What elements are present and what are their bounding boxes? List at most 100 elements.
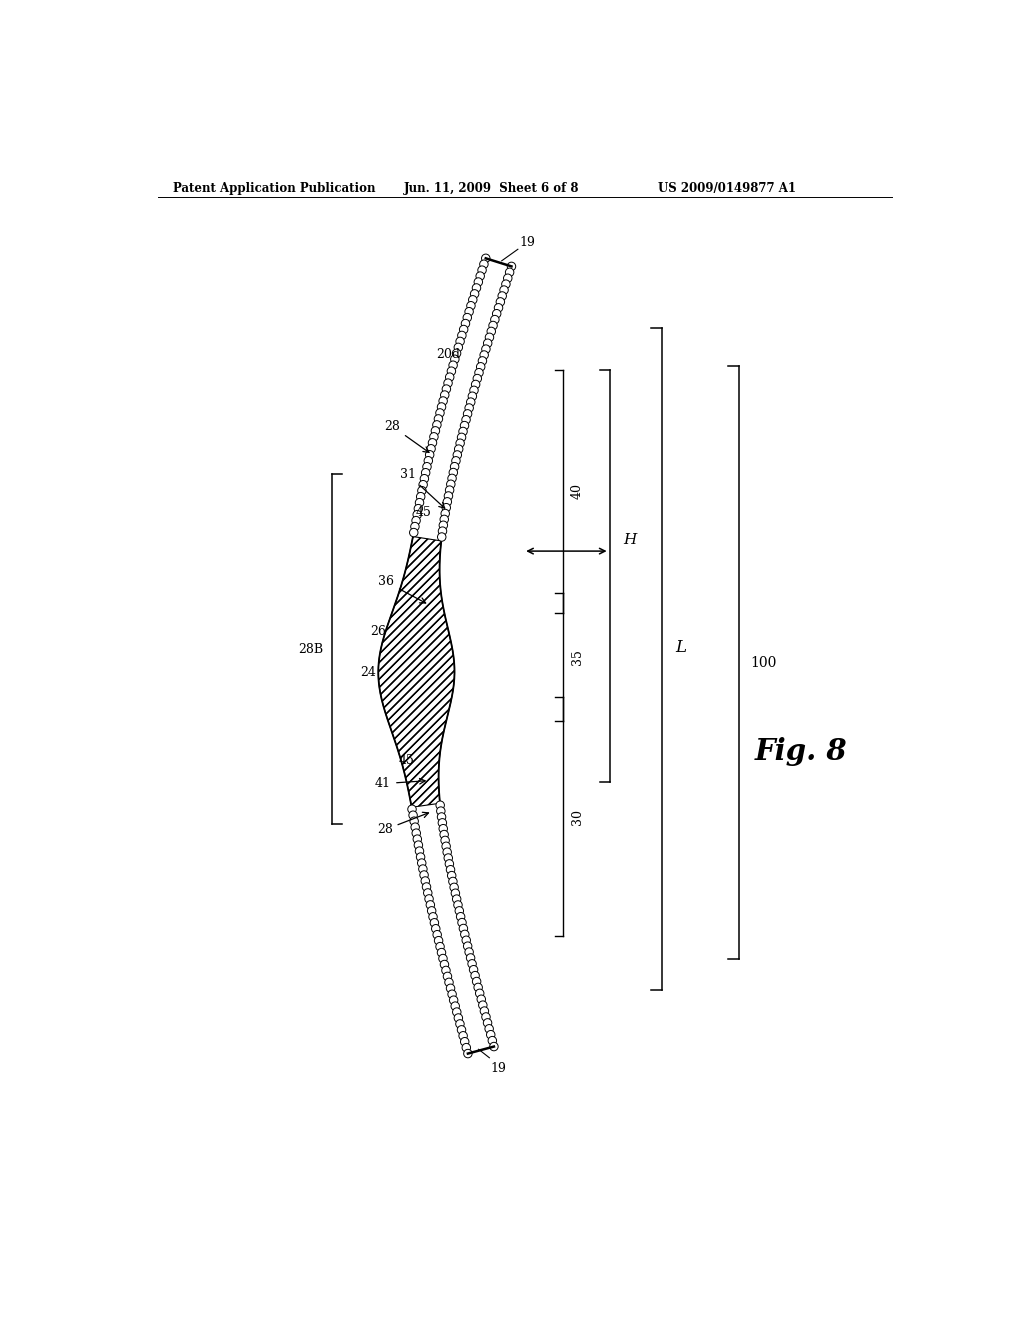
Circle shape bbox=[446, 480, 455, 488]
Circle shape bbox=[436, 409, 444, 417]
Circle shape bbox=[438, 527, 446, 536]
Circle shape bbox=[479, 260, 488, 268]
Circle shape bbox=[462, 936, 470, 945]
Text: Fig. 8: Fig. 8 bbox=[755, 737, 847, 766]
Circle shape bbox=[411, 523, 419, 531]
Circle shape bbox=[502, 280, 510, 288]
Circle shape bbox=[493, 309, 501, 318]
Text: 28B: 28B bbox=[298, 643, 323, 656]
Circle shape bbox=[422, 883, 431, 891]
Circle shape bbox=[451, 355, 459, 363]
Circle shape bbox=[506, 268, 514, 277]
Polygon shape bbox=[378, 259, 511, 1053]
Circle shape bbox=[487, 327, 496, 335]
Circle shape bbox=[410, 528, 418, 537]
Circle shape bbox=[423, 462, 431, 471]
Circle shape bbox=[461, 1038, 469, 1045]
Circle shape bbox=[478, 265, 486, 275]
Circle shape bbox=[507, 263, 516, 271]
Circle shape bbox=[455, 445, 463, 453]
Circle shape bbox=[475, 368, 483, 378]
Circle shape bbox=[440, 830, 449, 838]
Circle shape bbox=[452, 457, 460, 465]
Text: 28: 28 bbox=[384, 420, 429, 453]
Circle shape bbox=[447, 474, 457, 483]
Circle shape bbox=[441, 836, 450, 845]
Circle shape bbox=[440, 515, 449, 524]
Circle shape bbox=[437, 813, 445, 821]
Circle shape bbox=[458, 331, 466, 339]
Circle shape bbox=[459, 1031, 467, 1040]
Circle shape bbox=[434, 936, 442, 945]
Circle shape bbox=[416, 499, 424, 507]
Circle shape bbox=[453, 895, 461, 903]
Text: 36: 36 bbox=[378, 576, 426, 603]
Circle shape bbox=[414, 841, 423, 849]
Circle shape bbox=[443, 379, 453, 387]
Circle shape bbox=[476, 272, 484, 280]
Circle shape bbox=[420, 474, 429, 483]
Circle shape bbox=[453, 348, 461, 358]
Text: 28: 28 bbox=[377, 812, 428, 837]
Circle shape bbox=[440, 960, 449, 969]
Circle shape bbox=[471, 972, 479, 979]
Circle shape bbox=[462, 1043, 471, 1052]
Circle shape bbox=[447, 871, 456, 880]
Circle shape bbox=[452, 888, 460, 898]
Text: H: H bbox=[624, 532, 637, 546]
Circle shape bbox=[451, 1002, 460, 1010]
Circle shape bbox=[427, 907, 436, 915]
Circle shape bbox=[439, 397, 447, 405]
Circle shape bbox=[486, 1031, 495, 1039]
Circle shape bbox=[458, 919, 466, 927]
Circle shape bbox=[439, 521, 447, 529]
Circle shape bbox=[417, 492, 425, 500]
Text: US 2009/0149877 A1: US 2009/0149877 A1 bbox=[658, 182, 796, 194]
Circle shape bbox=[480, 1007, 488, 1015]
Circle shape bbox=[463, 313, 471, 322]
Text: 20d: 20d bbox=[436, 348, 460, 362]
Circle shape bbox=[444, 492, 453, 500]
Circle shape bbox=[409, 810, 418, 820]
Circle shape bbox=[456, 337, 464, 346]
Circle shape bbox=[478, 1001, 487, 1010]
Circle shape bbox=[474, 277, 482, 286]
Circle shape bbox=[461, 319, 470, 327]
Circle shape bbox=[441, 510, 450, 517]
Circle shape bbox=[459, 428, 467, 436]
Circle shape bbox=[411, 822, 420, 832]
Circle shape bbox=[437, 533, 446, 541]
Text: 24: 24 bbox=[359, 667, 376, 680]
Circle shape bbox=[427, 445, 435, 453]
Circle shape bbox=[441, 966, 451, 974]
Circle shape bbox=[483, 1019, 492, 1027]
Text: 40: 40 bbox=[571, 483, 584, 499]
Circle shape bbox=[496, 297, 505, 306]
Circle shape bbox=[488, 321, 498, 330]
Circle shape bbox=[460, 325, 468, 334]
Circle shape bbox=[416, 847, 424, 855]
Circle shape bbox=[447, 367, 456, 375]
Circle shape bbox=[447, 990, 457, 998]
Circle shape bbox=[439, 825, 447, 833]
Circle shape bbox=[488, 1036, 497, 1045]
Text: Patent Application Publication: Patent Application Publication bbox=[173, 182, 376, 194]
Circle shape bbox=[465, 308, 473, 315]
Circle shape bbox=[468, 392, 476, 400]
Circle shape bbox=[443, 972, 452, 981]
Circle shape bbox=[431, 924, 440, 933]
Circle shape bbox=[425, 895, 433, 903]
Circle shape bbox=[481, 1012, 490, 1022]
Circle shape bbox=[469, 965, 478, 974]
Circle shape bbox=[504, 275, 512, 282]
Circle shape bbox=[460, 421, 469, 430]
Circle shape bbox=[458, 433, 466, 442]
Circle shape bbox=[461, 931, 469, 939]
Circle shape bbox=[481, 345, 490, 354]
Circle shape bbox=[490, 315, 499, 323]
Circle shape bbox=[470, 289, 479, 298]
Circle shape bbox=[420, 871, 428, 879]
Circle shape bbox=[443, 847, 452, 857]
Circle shape bbox=[471, 380, 480, 388]
Circle shape bbox=[444, 854, 453, 862]
